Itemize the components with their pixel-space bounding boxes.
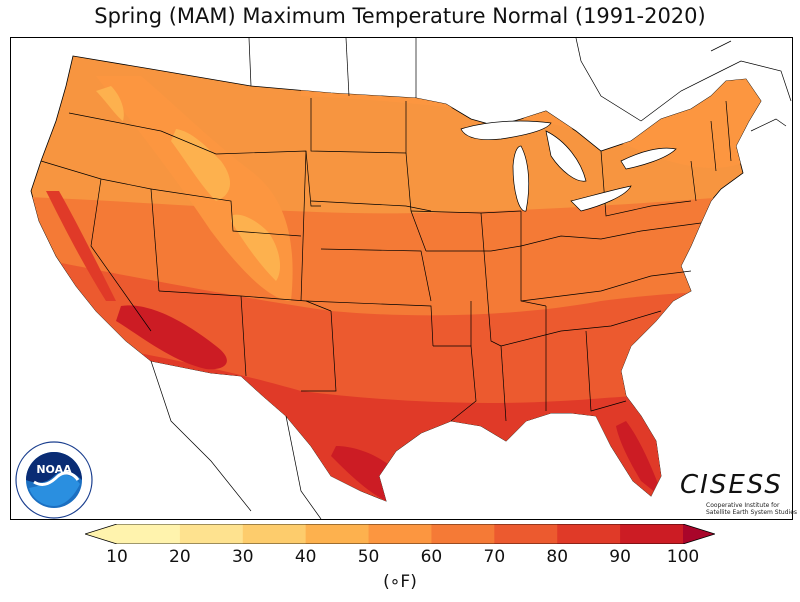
map-panel[interactable] — [10, 37, 793, 520]
colorbar-cell — [179, 524, 244, 544]
state-boundaries — [40, 98, 732, 422]
colorbar-tick-label: 50 — [357, 547, 380, 567]
colorbar-tick-label: 40 — [294, 547, 317, 567]
svg-text:NOAA: NOAA — [36, 463, 72, 476]
colorbar-tick-label: 70 — [483, 547, 506, 567]
colorbar-tick-label: 30 — [231, 547, 254, 567]
colorbar-tick-label: 60 — [420, 547, 443, 567]
colorbar-cell — [494, 524, 558, 544]
colorbar-cell — [431, 524, 495, 544]
colorbar-cell — [557, 524, 621, 544]
colorbar — [85, 524, 715, 544]
colorbar-tick-label: 100 — [666, 547, 700, 567]
cisess-logo-text: CISESS — [680, 470, 783, 500]
colorbar-cell — [368, 524, 432, 544]
cisess-subtitle-line2: Satellite Earth System Studies — [706, 509, 798, 516]
colorbar-under-triangle — [85, 524, 117, 544]
great-lakes — [460, 120, 677, 212]
colorbar-cell — [305, 524, 370, 544]
temperature-map — [30, 38, 792, 519]
noaa-logo-icon: NOAA — [15, 441, 93, 519]
neighbor-borders — [150, 38, 792, 519]
map-title: Spring (MAM) Maximum Temperature Normal … — [94, 4, 706, 28]
colorbar-tick-label: 20 — [169, 547, 191, 567]
colorbar-cell — [117, 524, 181, 544]
cisess-subtitle-line1: Cooperative Institute for — [706, 502, 780, 509]
colorbar-units-label: (∘F) — [383, 572, 417, 592]
colorbar-tick-label: 10 — [106, 547, 128, 567]
colorbar-tick-label: 80 — [546, 547, 569, 567]
colorbar-cell — [242, 524, 307, 544]
colorbar-tick-label: 90 — [609, 547, 631, 567]
colorbar-over-triangle — [683, 524, 715, 544]
colorbar-cell — [620, 524, 684, 544]
